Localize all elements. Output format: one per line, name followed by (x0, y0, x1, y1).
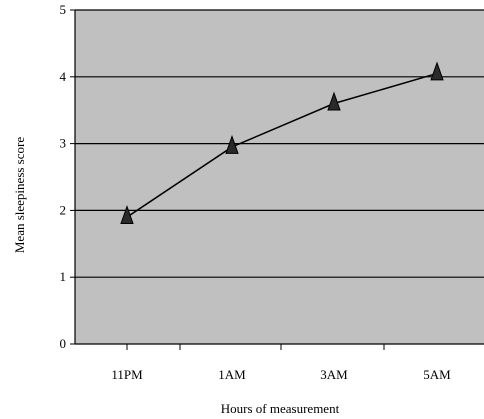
x-tick-label: 5AM (423, 367, 451, 382)
y-tick-label: 4 (60, 69, 67, 84)
x-tick-label: 1AM (218, 367, 246, 382)
gridlines (75, 9, 484, 278)
x-tick-label: 11PM (111, 367, 143, 382)
y-tick-label: 2 (60, 202, 67, 217)
x-axis-ticks: 11PM 1AM 3AM 5AM (111, 344, 451, 382)
series-group (120, 61, 444, 225)
data-point-triangle (120, 205, 134, 225)
y-axis-title: Mean sleepiness score (12, 137, 27, 253)
series-line (126, 72, 438, 218)
data-point-triangle (225, 134, 239, 154)
y-tick-label: 0 (60, 336, 67, 351)
plot-area (75, 10, 484, 344)
y-tick-label: 1 (60, 269, 67, 284)
x-axis-title: Hours of measurement (221, 401, 340, 416)
y-tick-label: 5 (60, 2, 67, 17)
data-point-triangle (430, 61, 444, 81)
data-point-triangle (327, 91, 341, 111)
x-tick-label: 3AM (320, 367, 348, 382)
y-axis-ticks: 0 1 2 3 4 5 (60, 2, 75, 351)
y-tick-label: 3 (60, 136, 67, 151)
